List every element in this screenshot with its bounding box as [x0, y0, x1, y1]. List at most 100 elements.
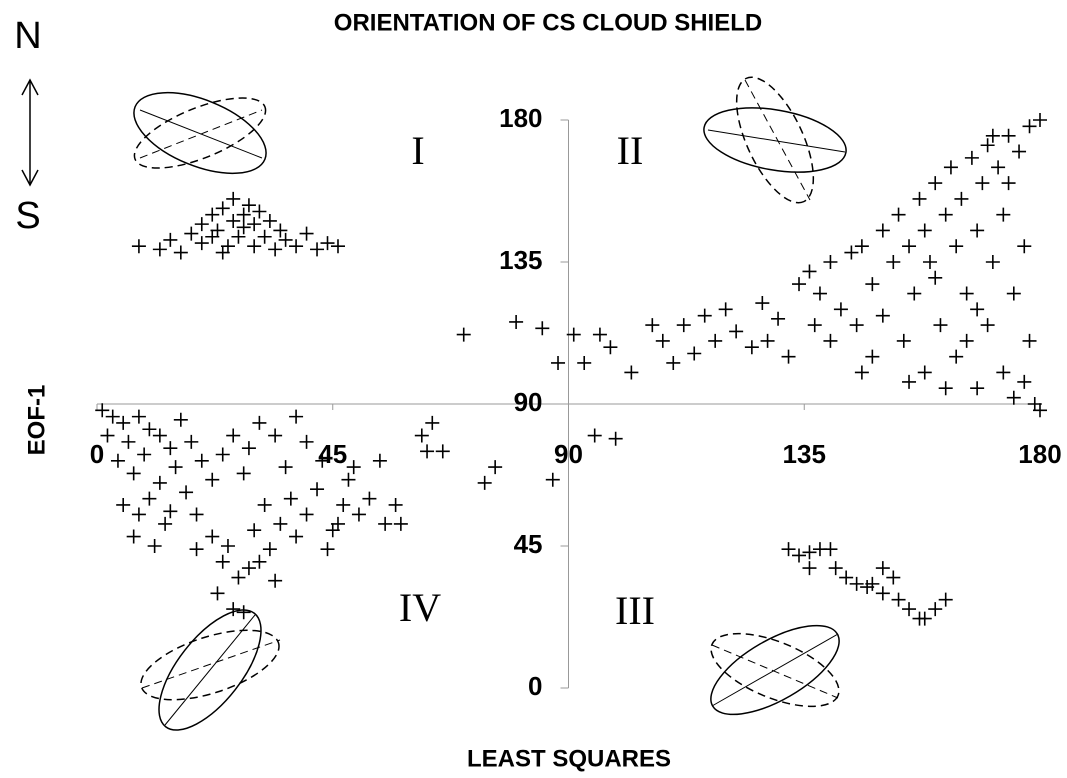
point [760, 333, 775, 348]
point [273, 516, 288, 531]
point [676, 318, 691, 333]
point [991, 160, 1006, 175]
point [917, 365, 932, 380]
x-tick-label: 135 [783, 439, 826, 469]
ellipse-icon [140, 609, 281, 731]
point [173, 412, 188, 427]
point [189, 507, 204, 522]
point [252, 415, 267, 430]
point [902, 374, 917, 389]
point [236, 466, 251, 481]
point [802, 561, 817, 576]
point [964, 150, 979, 165]
point [970, 302, 985, 317]
point [928, 176, 943, 191]
point [226, 428, 241, 443]
point [252, 554, 267, 569]
point [299, 434, 314, 449]
y-axis-label: EOF-1 [23, 385, 50, 456]
point [902, 602, 917, 617]
point [184, 226, 199, 241]
point [142, 491, 157, 506]
north-label: N [14, 15, 41, 57]
point [1001, 176, 1016, 191]
point [268, 573, 283, 588]
point [1001, 128, 1016, 143]
point [970, 223, 985, 238]
point [865, 576, 880, 591]
x-tick-label: 45 [318, 439, 347, 469]
point [152, 242, 167, 257]
point [220, 539, 235, 553]
point [205, 472, 220, 487]
point [959, 286, 974, 301]
point [362, 491, 377, 506]
point [163, 441, 178, 456]
ellipse-icon [710, 624, 840, 716]
point [587, 428, 602, 443]
point [299, 507, 314, 522]
point [226, 602, 241, 617]
point [378, 516, 393, 531]
compass-arrow [21, 78, 39, 187]
y-tick-label: 90 [514, 387, 543, 417]
point [184, 434, 199, 449]
point [854, 239, 869, 254]
point [131, 507, 146, 522]
point [996, 207, 1011, 222]
point [142, 422, 157, 437]
point [844, 245, 859, 260]
y-tick-label: 135 [499, 245, 542, 275]
point [330, 239, 345, 254]
point [477, 475, 492, 490]
point [1033, 113, 1047, 127]
point [435, 444, 450, 459]
point [268, 242, 283, 257]
point [943, 160, 958, 175]
point [980, 138, 995, 153]
point [126, 466, 141, 481]
point [985, 255, 1000, 269]
point [289, 239, 304, 254]
point [257, 229, 272, 244]
point [346, 460, 361, 475]
point [954, 191, 969, 206]
point [687, 346, 702, 361]
point [708, 333, 723, 348]
point [310, 242, 325, 257]
point [985, 128, 1000, 143]
point [566, 327, 581, 342]
point [959, 333, 974, 348]
point [215, 447, 230, 462]
point [907, 286, 922, 301]
point [131, 239, 146, 254]
point [744, 340, 759, 355]
point [100, 428, 115, 443]
point [823, 333, 838, 348]
point [886, 570, 901, 585]
chart-title: ORIENTATION OF CS CLOUD SHIELD [334, 9, 762, 36]
point [1017, 374, 1032, 389]
point [917, 223, 932, 238]
point [210, 586, 225, 601]
point [241, 198, 256, 213]
point [252, 204, 267, 219]
x-axis-label: LEAST SQUARES [467, 745, 671, 772]
quadrant-label: IV [399, 585, 441, 630]
point [645, 318, 660, 333]
point [257, 497, 272, 512]
quadrant-label: II [617, 128, 644, 173]
point [1033, 403, 1047, 418]
point [330, 516, 345, 531]
point [372, 453, 387, 468]
point [624, 365, 639, 380]
point [173, 245, 188, 260]
point [896, 333, 911, 348]
point [865, 349, 880, 364]
y-tick-label: 180 [499, 103, 542, 133]
point [310, 482, 325, 497]
point [194, 217, 209, 232]
point [205, 207, 220, 222]
point [105, 409, 120, 424]
point [241, 441, 256, 456]
